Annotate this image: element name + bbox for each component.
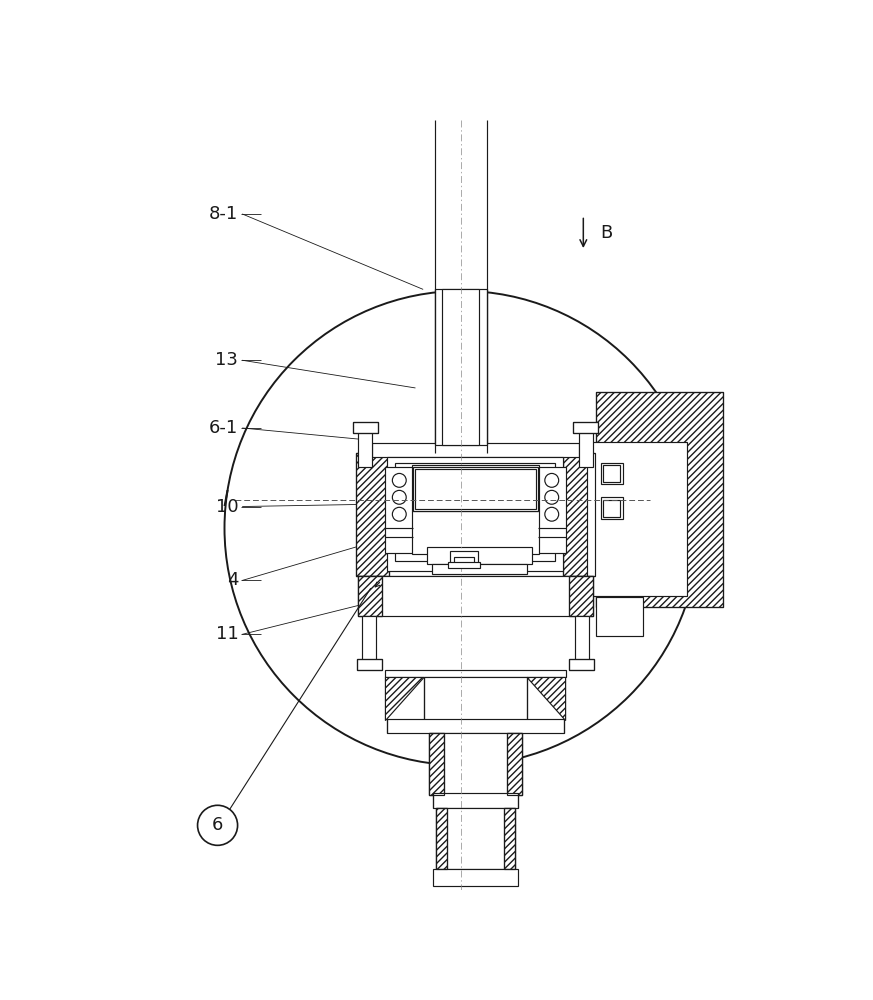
Bar bbox=[574, 616, 588, 662]
Bar bbox=[435, 289, 487, 445]
Bar bbox=[588, 442, 687, 596]
Bar bbox=[372, 443, 580, 457]
Bar bbox=[427, 547, 532, 564]
Text: B: B bbox=[601, 224, 613, 242]
Circle shape bbox=[545, 507, 559, 521]
Bar bbox=[433, 793, 518, 808]
Text: 6: 6 bbox=[212, 816, 223, 834]
Text: 11: 11 bbox=[216, 625, 238, 643]
Bar bbox=[436, 808, 447, 869]
Circle shape bbox=[392, 507, 406, 521]
Bar bbox=[416, 469, 535, 509]
Bar bbox=[385, 670, 566, 677]
Circle shape bbox=[545, 473, 559, 487]
Circle shape bbox=[392, 473, 406, 487]
Bar bbox=[569, 659, 595, 670]
Circle shape bbox=[197, 805, 237, 845]
Bar bbox=[574, 422, 598, 433]
Bar bbox=[568, 576, 594, 616]
Bar bbox=[411, 465, 540, 511]
Text: 8-1: 8-1 bbox=[210, 205, 238, 223]
Bar bbox=[387, 457, 562, 571]
Bar bbox=[450, 551, 478, 564]
Circle shape bbox=[392, 490, 406, 504]
Bar bbox=[601, 463, 622, 484]
Text: 6-1: 6-1 bbox=[210, 419, 238, 437]
Bar bbox=[358, 576, 594, 616]
Bar bbox=[596, 597, 643, 636]
Bar bbox=[507, 733, 522, 795]
Text: I: I bbox=[223, 490, 229, 510]
Bar bbox=[429, 733, 444, 795]
Bar bbox=[448, 562, 480, 568]
Bar bbox=[603, 465, 621, 482]
Polygon shape bbox=[527, 677, 566, 721]
Bar bbox=[431, 564, 527, 574]
Bar bbox=[429, 733, 444, 795]
Bar bbox=[358, 576, 382, 616]
Bar bbox=[356, 453, 388, 576]
Bar bbox=[395, 463, 555, 561]
Circle shape bbox=[224, 291, 698, 765]
Bar bbox=[504, 808, 515, 869]
Bar bbox=[387, 719, 564, 733]
Text: 10: 10 bbox=[216, 498, 238, 516]
Text: 4: 4 bbox=[227, 571, 238, 589]
Bar bbox=[538, 466, 566, 553]
Bar bbox=[436, 808, 515, 869]
Text: 13: 13 bbox=[216, 351, 238, 369]
Bar bbox=[358, 576, 382, 616]
Bar bbox=[362, 616, 376, 662]
Bar bbox=[436, 808, 447, 869]
Bar bbox=[353, 422, 378, 433]
Bar bbox=[601, 497, 622, 519]
Bar bbox=[596, 392, 724, 607]
Bar bbox=[568, 576, 594, 616]
Circle shape bbox=[545, 490, 559, 504]
Bar bbox=[579, 428, 593, 466]
Bar bbox=[596, 392, 724, 607]
Bar bbox=[562, 453, 595, 576]
Bar bbox=[433, 869, 518, 886]
Bar bbox=[443, 289, 479, 445]
Bar bbox=[603, 500, 621, 517]
Bar bbox=[356, 453, 388, 576]
Bar bbox=[424, 677, 527, 721]
Bar bbox=[413, 466, 538, 511]
Bar bbox=[504, 808, 515, 869]
Bar bbox=[429, 733, 522, 795]
Bar bbox=[454, 557, 474, 565]
Bar bbox=[562, 453, 595, 576]
Polygon shape bbox=[385, 677, 424, 721]
Bar bbox=[507, 733, 522, 795]
Bar bbox=[357, 659, 382, 670]
Bar bbox=[411, 511, 540, 554]
Bar bbox=[385, 466, 413, 553]
Bar bbox=[359, 428, 373, 466]
